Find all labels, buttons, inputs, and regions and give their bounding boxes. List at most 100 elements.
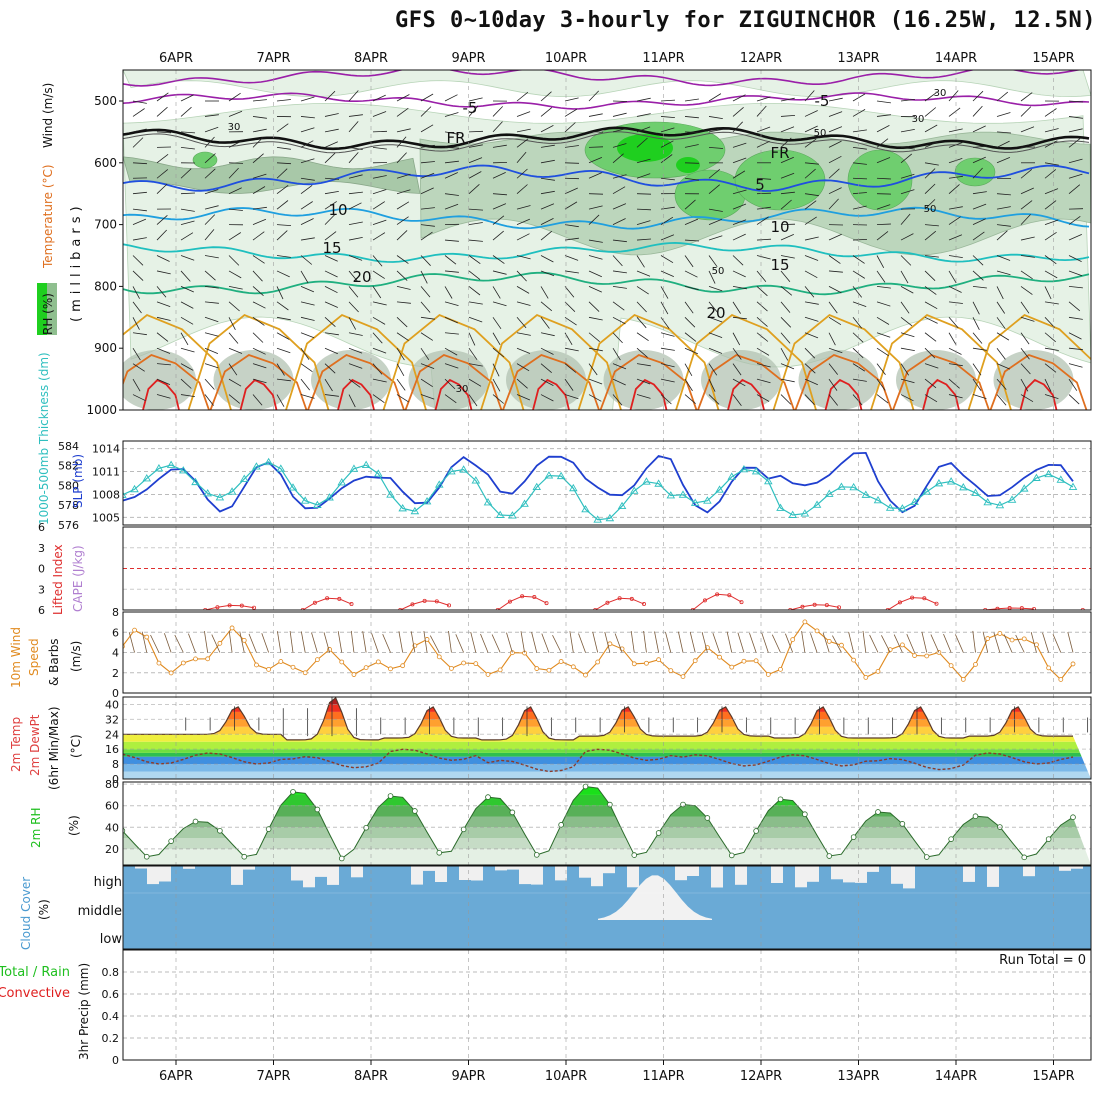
contour-label: 30 bbox=[456, 384, 469, 395]
wind-barb bbox=[708, 93, 722, 102]
wind-barb bbox=[828, 332, 836, 346]
wind-barb bbox=[756, 332, 769, 342]
rh2m-point bbox=[1045, 836, 1052, 842]
wind-barb bbox=[204, 347, 219, 354]
wind-barb bbox=[684, 162, 700, 164]
wind-speed-point bbox=[863, 675, 869, 680]
precip-tick-label: 0 bbox=[112, 1054, 119, 1067]
wind-barb bbox=[444, 394, 457, 404]
wind-barb bbox=[612, 100, 628, 102]
li-point bbox=[239, 603, 244, 608]
wind-barb bbox=[1068, 363, 1083, 368]
wind-barb bbox=[996, 193, 1011, 196]
wind-barb bbox=[468, 347, 478, 360]
wind-barb bbox=[660, 177, 675, 181]
wind-barb bbox=[948, 363, 963, 367]
li-point bbox=[885, 608, 890, 610]
wind-barb bbox=[612, 286, 627, 289]
wind-barb bbox=[1044, 188, 1059, 195]
rh2m-point bbox=[948, 836, 954, 842]
wind-barb bbox=[300, 378, 311, 391]
wind-barb bbox=[228, 317, 236, 330]
wind10m-barb bbox=[448, 630, 452, 653]
wind-barb bbox=[372, 394, 385, 404]
wind10m-barb bbox=[785, 633, 794, 653]
wind-barb bbox=[444, 146, 460, 149]
thickness-point bbox=[837, 482, 846, 490]
wind-barb bbox=[588, 239, 603, 243]
temp-contour-freezing bbox=[123, 126, 1090, 151]
wind-barb bbox=[996, 224, 1011, 227]
wind-barb bbox=[348, 152, 359, 164]
wind-barb bbox=[540, 270, 555, 277]
wind-speed-point bbox=[753, 658, 759, 664]
wind-barb bbox=[732, 189, 747, 195]
wind-barb bbox=[180, 146, 195, 150]
wind-barb bbox=[1068, 286, 1083, 289]
wind-barb bbox=[996, 332, 1010, 341]
wind-barb bbox=[540, 125, 554, 133]
wind10m-barb bbox=[455, 634, 464, 653]
wind-barb bbox=[180, 363, 194, 371]
wind-barb bbox=[300, 116, 315, 119]
temp-contour-warm bbox=[239, 378, 278, 410]
precip-labels: Total / Rain Convective 3hr Precip (mm) … bbox=[0, 953, 1086, 1060]
wind-barb bbox=[276, 162, 292, 165]
cloud-high-gap bbox=[243, 866, 255, 870]
temp-band bbox=[123, 697, 1091, 705]
wind-barb bbox=[252, 128, 267, 133]
wind10m-barb bbox=[930, 634, 940, 653]
rh2m-point bbox=[217, 827, 223, 834]
temp-tick-label: 40 bbox=[105, 698, 119, 711]
wind-barb bbox=[1020, 214, 1031, 225]
rh2m-point bbox=[582, 783, 589, 790]
wind-barb bbox=[612, 112, 627, 117]
wind-barb bbox=[276, 347, 291, 354]
wind-barb bbox=[852, 255, 865, 264]
wind-barb bbox=[876, 347, 889, 357]
li-point bbox=[520, 594, 525, 599]
wind-speed-point bbox=[1058, 677, 1064, 682]
rh2m-point bbox=[899, 821, 906, 827]
cloud-label-2: (%) bbox=[37, 899, 51, 920]
li-point bbox=[788, 608, 793, 610]
wind-barb bbox=[684, 332, 697, 342]
li-point bbox=[215, 605, 220, 610]
wind-barb bbox=[756, 394, 770, 402]
wind-barb bbox=[564, 255, 579, 261]
rh2m-panel: 80 60 40 20 bbox=[105, 778, 1091, 865]
wind-barb bbox=[540, 347, 554, 355]
rh2m-point bbox=[192, 818, 199, 825]
wind10m-barb bbox=[982, 631, 989, 653]
rh-70-blob bbox=[847, 149, 913, 211]
wind-barb bbox=[852, 394, 863, 406]
li-point bbox=[983, 608, 988, 610]
wind-barb bbox=[300, 140, 314, 148]
wind-barb bbox=[852, 177, 868, 180]
wind-barb bbox=[516, 301, 531, 306]
wind-barb bbox=[204, 378, 215, 390]
wind-barb bbox=[228, 363, 238, 376]
thickness-point bbox=[812, 500, 822, 508]
wind-speed-point bbox=[485, 672, 491, 677]
temp-band bbox=[123, 741, 1091, 750]
wind-speed-point bbox=[595, 659, 601, 665]
wind-barb bbox=[372, 219, 387, 225]
wind-barb bbox=[444, 378, 456, 390]
li-point bbox=[203, 608, 208, 610]
contour-label: 5 bbox=[755, 176, 765, 194]
wind10m-barb bbox=[810, 633, 818, 653]
rh-tick-label: 60 bbox=[105, 800, 119, 813]
wind-barb bbox=[612, 128, 627, 133]
thickness-point bbox=[447, 467, 456, 475]
cloud-level-middle: middle bbox=[78, 904, 122, 919]
wind-speed-point bbox=[899, 642, 905, 648]
wind-barb bbox=[876, 301, 891, 307]
wind-barb bbox=[876, 100, 891, 104]
wind-barb bbox=[468, 378, 482, 387]
wind-barb bbox=[348, 174, 363, 179]
wind-barb bbox=[732, 142, 747, 148]
wind-barb bbox=[156, 363, 171, 366]
wind-barb bbox=[420, 124, 434, 133]
wind-barb bbox=[276, 332, 290, 340]
